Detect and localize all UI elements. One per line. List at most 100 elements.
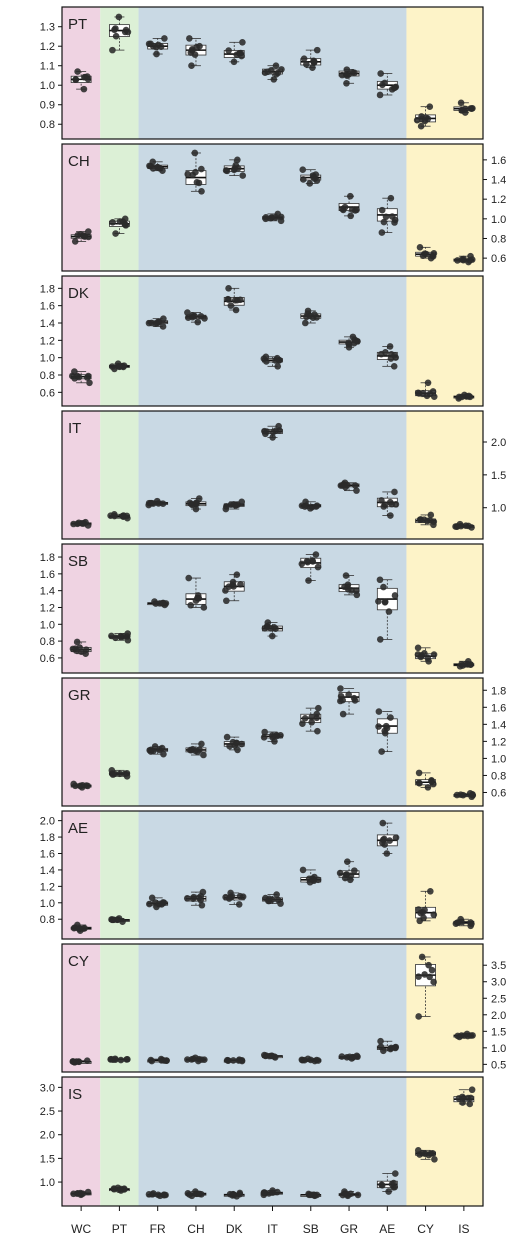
box-wc (70, 68, 92, 93)
data-point (457, 99, 465, 107)
data-point (117, 1056, 125, 1064)
x-tick-label-sb: SB (303, 1222, 319, 1236)
data-point (154, 1191, 162, 1199)
data-point (380, 583, 387, 591)
data-point (337, 685, 344, 692)
data-point (421, 906, 428, 914)
box-it (261, 619, 283, 640)
y-tick-label: 1.2 (40, 41, 55, 53)
panel-label: CH (68, 153, 90, 170)
data-point (300, 55, 308, 62)
data-point (69, 645, 77, 653)
data-point (301, 714, 309, 722)
box-sb (298, 551, 322, 584)
y-tick-label: 1.0 (40, 353, 55, 365)
data-point (387, 1045, 394, 1053)
box-fr (146, 158, 169, 174)
y-tick-label: 1.5 (491, 470, 506, 482)
group-band-2 (138, 544, 407, 673)
box-it (260, 353, 283, 370)
data-point (301, 1056, 308, 1064)
data-point (192, 747, 199, 755)
box-dk (222, 498, 246, 513)
data-point (386, 837, 393, 844)
data-point (381, 729, 389, 737)
box-cy (414, 379, 438, 400)
data-point (270, 623, 278, 631)
data-point (377, 350, 385, 358)
data-point (159, 323, 167, 330)
data-point (69, 1058, 77, 1065)
data-point (345, 339, 352, 347)
data-point (414, 644, 422, 652)
box-cy (415, 887, 438, 925)
x-tick-label-pt: PT (112, 1222, 128, 1236)
box-cy (415, 769, 437, 791)
y-axis-right: 0.6 0.8 1.0 1.2 1.4 1.6 (483, 155, 506, 265)
group-band-1 (100, 544, 139, 673)
y-tick-label: 1.5 (491, 1026, 506, 1038)
panel-frame (61, 143, 484, 272)
data-point (452, 920, 460, 927)
data-point (191, 149, 199, 157)
box-cy (414, 1147, 438, 1163)
box-sb (298, 1055, 322, 1065)
data-point (272, 71, 280, 78)
y-tick-label: 1.0 (491, 1043, 506, 1055)
group-band-1 (100, 678, 139, 806)
x-tick-label-fr: FR (150, 1222, 166, 1236)
data-point (159, 500, 167, 508)
group-band-2 (138, 1077, 407, 1206)
box-sb (299, 866, 322, 886)
data-point (148, 894, 156, 902)
box-fr (147, 598, 170, 609)
y-tick-label: 2.0 (491, 437, 506, 449)
data-point (198, 165, 205, 173)
data-point (84, 1188, 92, 1196)
data-point (265, 1190, 273, 1197)
box-cy (414, 644, 438, 665)
y-tick-label: 1.3 (40, 22, 55, 34)
data-point (229, 738, 237, 746)
data-point (469, 1032, 476, 1039)
data-point (196, 42, 203, 50)
data-point (415, 769, 423, 777)
data-point (467, 661, 474, 668)
box-ae (375, 576, 399, 643)
box-ae (376, 819, 400, 857)
box-pt (108, 360, 130, 373)
box-pt (107, 1055, 131, 1064)
y-tick-label: 1.2 (40, 881, 55, 893)
data-point (391, 351, 398, 359)
data-point (123, 633, 131, 640)
data-point (339, 205, 346, 213)
data-point (84, 372, 92, 380)
data-point (260, 733, 268, 741)
data-point (302, 319, 309, 327)
group-band-1 (100, 944, 139, 1072)
data-point (277, 213, 285, 221)
y-tick-label: 1.5 (40, 1153, 55, 1165)
data-point (421, 1150, 429, 1158)
group-band-0 (62, 411, 101, 539)
data-point (385, 1188, 392, 1195)
data-point (226, 1190, 234, 1198)
data-point (343, 72, 351, 80)
data-point (273, 354, 281, 362)
box-is (453, 790, 477, 801)
data-point (344, 1191, 351, 1199)
box-ch (183, 888, 207, 909)
data-point (74, 68, 81, 75)
box-gr (338, 572, 361, 599)
y-axis-left: 0.8 0.9 1.0 1.1 1.2 1.3 (40, 22, 62, 131)
box-it (261, 1051, 283, 1061)
data-point (184, 1056, 191, 1063)
box-fr (145, 35, 169, 58)
data-point (349, 1053, 357, 1061)
data-point (309, 64, 316, 71)
data-point (80, 925, 87, 932)
data-point (74, 232, 81, 239)
box-is (453, 1086, 476, 1108)
data-point (390, 363, 398, 370)
panel-frame (61, 810, 484, 940)
